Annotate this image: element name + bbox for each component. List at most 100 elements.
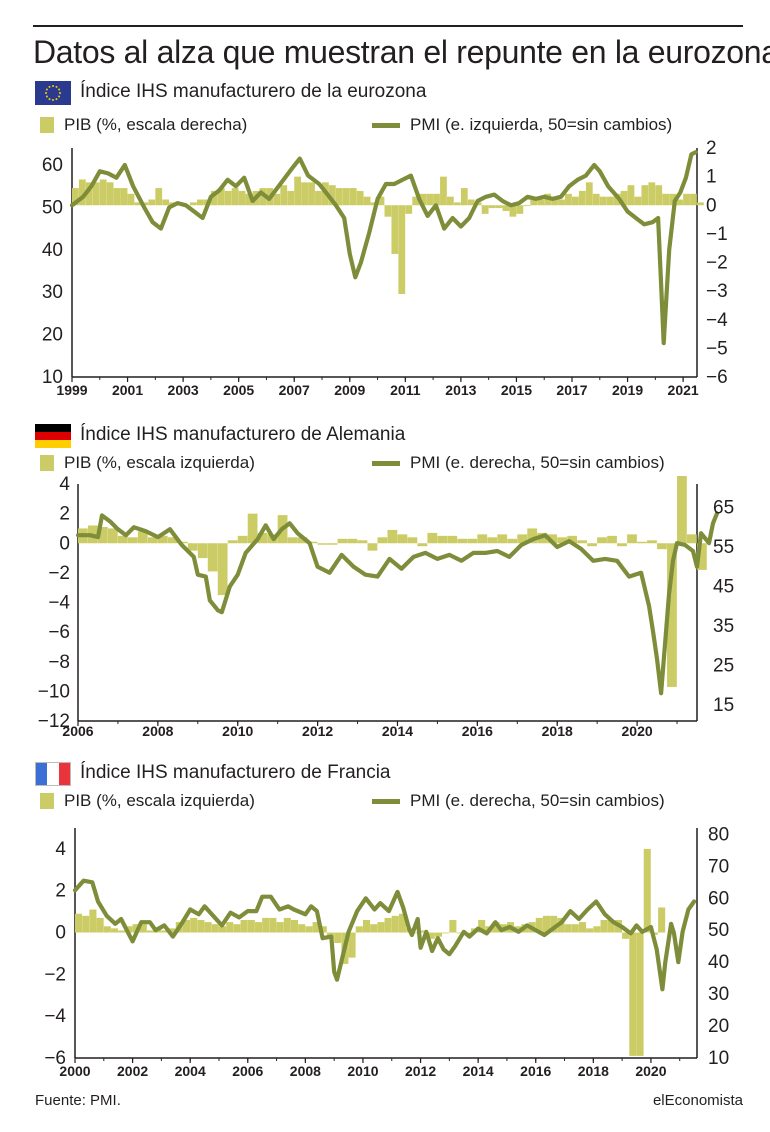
right-tick-label: 2 <box>706 138 717 159</box>
gdp-bar <box>190 202 197 206</box>
legend-bar-swatch <box>40 793 54 809</box>
gdp-bar <box>347 538 358 544</box>
gdp-bar <box>426 193 433 206</box>
gdp-bar <box>356 190 364 206</box>
left-tick-label: 0 <box>59 533 70 554</box>
gdp-bar <box>488 205 496 209</box>
gdp-bar <box>627 185 635 206</box>
gdp-bar <box>247 920 255 933</box>
gdp-bar <box>370 202 378 206</box>
right-tick-label: 65 <box>713 498 734 519</box>
gdp-bar <box>167 537 178 544</box>
gdp-bar <box>617 543 627 547</box>
gdp-bar <box>567 535 577 544</box>
gdp-bar <box>113 188 121 206</box>
gdp-bar <box>697 543 707 570</box>
right-tick-label: −5 <box>706 338 728 359</box>
gdp-bar <box>537 199 545 206</box>
gdp-bar <box>542 915 550 933</box>
gdp-bar <box>523 205 531 207</box>
gdp-bar <box>457 538 468 544</box>
pmi-line <box>75 511 720 696</box>
left-tick-label: −2 <box>48 563 70 584</box>
right-tick-label: 1 <box>706 167 717 188</box>
gdp-bar <box>481 205 489 214</box>
gdp-bar <box>290 920 299 933</box>
gdp-bar <box>658 907 666 933</box>
x-tick-label: 2000 <box>59 1063 90 1079</box>
legend-bar-label: PIB (%, escala izquierda) <box>64 791 255 810</box>
gdp-bar <box>667 543 677 687</box>
gdp-bar <box>442 932 450 934</box>
x-tick-label: 2018 <box>542 723 573 739</box>
gdp-bar <box>467 538 478 544</box>
gdp-bar <box>254 922 263 933</box>
gdp-bar <box>305 926 313 933</box>
gdp-bar <box>384 205 392 217</box>
legend-bar-label: PIB (%, escala derecha) <box>64 115 248 134</box>
gdp-bar <box>530 196 538 206</box>
gdp-bar <box>110 928 119 933</box>
gdp-bar <box>106 182 114 206</box>
gdp-bar <box>97 526 108 544</box>
gdp-bar <box>509 205 517 217</box>
gdp-bar <box>107 528 118 544</box>
x-tick-label: 2005 <box>223 382 254 398</box>
gdp-bar <box>634 196 642 206</box>
gdp-bar <box>572 196 579 206</box>
gdp-bar <box>257 532 268 544</box>
page-title: Datos al alza que muestran el repunte en… <box>33 34 770 70</box>
source-note: Fuente: PMI. <box>35 1092 121 1109</box>
gdp-bar <box>677 476 687 544</box>
gdp-bar <box>587 543 597 547</box>
gdp-bar <box>226 922 234 933</box>
gdp-bar <box>497 534 508 544</box>
left-tick-label: −4 <box>44 1006 66 1027</box>
x-tick-label: 2010 <box>222 723 253 739</box>
gdp-bar <box>117 535 128 544</box>
pmi-line <box>69 150 698 346</box>
chart-germany: 4 2 0 −2 −4 −6 −8 −10 −12 65 55 45 35 25 15 2006 2008 201… <box>38 474 734 739</box>
right-tick-label: −2 <box>706 253 728 274</box>
x-tick-label: 2013 <box>445 382 476 398</box>
gdp-bar <box>287 190 295 206</box>
gdp-bar <box>687 534 697 544</box>
gdp-bar <box>197 199 204 206</box>
gdp-bar <box>125 926 133 933</box>
gdp-bar <box>578 190 586 206</box>
gdp-bar <box>427 532 438 544</box>
x-tick-label: 2015 <box>501 382 532 398</box>
gdp-bar <box>132 924 140 933</box>
right-tick-label: 30 <box>708 984 729 1005</box>
x-tick-label: 2008 <box>290 1063 321 1079</box>
gdp-bar <box>204 922 212 933</box>
gdp-bar <box>391 205 399 254</box>
x-tick-label: 2012 <box>302 723 333 739</box>
gdp-bar <box>377 922 385 933</box>
gdp-bar <box>298 924 306 933</box>
gdp-bar <box>391 915 399 933</box>
x-tick-label: 2017 <box>556 382 587 398</box>
gdp-bar <box>648 182 656 206</box>
gdp-bar <box>478 920 486 933</box>
gdp-bar <box>434 932 443 937</box>
gdp-bar <box>427 932 435 939</box>
gdp-bar <box>197 920 205 933</box>
right-tick-label: −4 <box>706 310 728 331</box>
gdp-bar <box>607 920 615 933</box>
x-tick-label: 2004 <box>175 1063 206 1079</box>
legend-line-label: PMI (e. izquierda, 50=sin cambios) <box>410 115 673 134</box>
gdp-bar <box>262 917 270 933</box>
gdp-bar <box>134 202 142 206</box>
left-tick-label: 40 <box>42 240 63 261</box>
gdp-bar <box>349 188 357 206</box>
gdp-bar <box>547 534 558 544</box>
gdp-bar <box>657 543 667 550</box>
gdp-bar <box>127 193 135 206</box>
gdp-bar <box>355 926 363 933</box>
x-tick-label: 2020 <box>622 723 653 739</box>
gdp-bar <box>197 543 208 559</box>
right-tick-label: 50 <box>708 920 729 941</box>
gdp-bar <box>636 932 644 1056</box>
gdp-bar <box>662 193 670 206</box>
